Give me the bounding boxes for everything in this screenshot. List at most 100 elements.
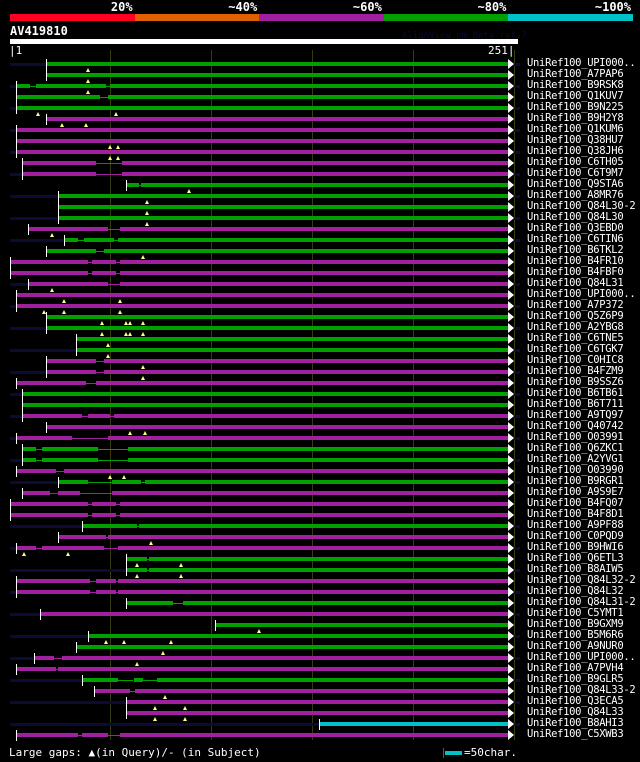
hit-label[interactable]: UniRef100_C5XWB3 [527,728,624,740]
query-gap-marker-icon [85,79,90,83]
hit-start-marker [15,125,17,136]
hit-label[interactable]: UniRef100_A9PF88 [527,519,624,531]
hit-end-arrow-icon [508,257,514,267]
subject-gap [107,229,120,230]
hit-segment [93,689,130,693]
hit-label[interactable]: UniRef100_C6TIN6 [527,233,624,245]
hit-label[interactable]: UniRef100_B9N225 [527,101,624,113]
right-overhang [512,327,520,330]
hit-label[interactable]: UniRef100_A7P372 [527,299,624,311]
hit-label[interactable]: UniRef100_Q5Z6P9 [527,310,624,322]
left-overhang [10,701,126,704]
subject-gap [115,581,118,582]
hit-label[interactable]: UniRef100_Q1KUV7 [527,90,624,102]
hit-label[interactable]: UniRef100_C0PQD9 [527,530,624,542]
hit-label[interactable]: UniRef100_Q84L30 [527,211,624,223]
hit-label[interactable]: UniRef100_B4FBF0 [527,266,624,278]
hit-label[interactable]: UniRef100_A9TQ97 [527,409,624,421]
hit-label[interactable]: UniRef100_B9H2Y8 [527,112,624,124]
hit-label[interactable]: UniRef100_C6TH05 [527,156,624,168]
hit-segment [87,634,508,638]
right-overhang [512,481,520,484]
hit-segment [15,95,100,99]
right-overhang [512,195,520,198]
hit-label[interactable]: UniRef100_C6TNE5 [527,332,624,344]
hit-label[interactable]: UniRef100_B9RSK8 [527,79,624,91]
hit-label[interactable]: UniRef100_A8MR76 [527,189,624,201]
hit-segment [61,656,508,660]
hit-label[interactable]: UniRef100_Q84L33-2 [527,684,636,696]
subject-gap [87,504,92,505]
hit-label[interactable]: UniRef100_Q84L30-2 [527,200,636,212]
hit-end-arrow-icon [508,642,514,652]
hit-start-marker [21,411,23,422]
subject-gap [55,471,64,472]
hit-start-marker [57,532,59,543]
hit-label[interactable]: UniRef100_B9RGR1 [527,475,624,487]
hit-label[interactable]: UniRef100_B4FZM9 [527,365,624,377]
hit-label[interactable]: UniRef100_Q40742 [527,420,624,432]
hit-label[interactable]: UniRef100_B8AIW5 [527,563,624,575]
hit-label[interactable]: UniRef100_Q84L33 [527,706,624,718]
hit-segment [21,447,36,451]
hit-label[interactable]: UniRef100_B4FR10 [527,255,624,267]
hit-label[interactable]: UniRef100_B9SSZ6 [527,376,624,388]
hit-label[interactable]: UniRef100_B6TKL2 [527,244,624,256]
hit-label[interactable]: UniRef100_C5YMT1 [527,607,624,619]
query-gap-marker-icon [127,431,132,435]
hit-label[interactable]: UniRef100_B6TB61 [527,387,624,399]
hit-label[interactable]: UniRef100_Q38JH6 [527,145,624,157]
hit-label[interactable]: UniRef100_Q38HU7 [527,134,624,146]
hit-label[interactable]: UniRef100_Q84L31 [527,277,624,289]
hit-label[interactable]: UniRef100_B5M6R6 [527,629,624,641]
hit-label[interactable]: UniRef100_UPI000.. [527,288,636,300]
hit-label[interactable]: UniRef100_A9NUR0 [527,640,624,652]
hit-label[interactable]: UniRef100_B9GXM9 [527,618,624,630]
hit-label[interactable]: UniRef100_Q6ETL3 [527,552,624,564]
hit-label[interactable]: UniRef100_UPI000.. [527,651,636,663]
hit-label[interactable]: UniRef100_Q3ECA5 [527,695,624,707]
hit-start-marker [21,389,23,400]
hit-label[interactable]: UniRef100_C6T9M7 [527,167,624,179]
subject-gap [117,680,134,681]
hit-label[interactable]: UniRef100_B9GLR5 [527,673,624,685]
identity-color-segment [134,14,260,21]
hit-segment [21,403,508,407]
hit-label[interactable]: UniRef100_O03990 [527,464,624,476]
hit-label[interactable]: UniRef100_C6TGK7 [527,343,624,355]
hit-start-marker [125,180,127,191]
hit-label[interactable]: UniRef100_Q1KUM6 [527,123,624,135]
hit-label[interactable]: UniRef100_B6T711 [527,398,624,410]
hit-label[interactable]: UniRef100_A2YVG1 [527,453,624,465]
hit-label[interactable]: UniRef100_C0HIC8 [527,354,624,366]
hit-label[interactable]: UniRef100_Q6ZKC1 [527,442,624,454]
hit-label[interactable]: UniRef100_Q3EBD0 [527,222,624,234]
subject-gap [141,482,146,483]
subject-gap [35,449,42,450]
hit-end-arrow-icon [508,422,514,432]
hit-label[interactable]: UniRef100_A2YBG8 [527,321,624,333]
subject-gap [95,163,122,164]
hit-label[interactable]: UniRef100_B4F8D1 [527,508,624,520]
hit-label[interactable]: UniRef100_Q9STA6 [527,178,624,190]
gap-legend: Large gaps: ▲(in Query)/- (in Subject) [9,746,261,759]
hit-label[interactable]: UniRef100_Q84L32-2 [527,574,636,586]
hit-label[interactable]: UniRef100_A7PAP6 [527,68,624,80]
hit-label[interactable]: UniRef100_B9HWI6 [527,541,624,553]
hit-label[interactable]: UniRef100_A7PVH4 [527,662,624,674]
subject-gap [29,86,36,87]
hit-start-marker [15,664,17,675]
query-gap-marker-icon [179,574,184,578]
hit-label[interactable]: UniRef100_A9S9E7 [527,486,624,498]
hit-label[interactable]: UniRef100_Q84L32 [527,585,624,597]
hit-segment [57,216,508,220]
query-gap-marker-icon [49,233,54,237]
hit-end-arrow-icon [508,686,514,696]
hit-label[interactable]: UniRef100_O03991 [527,431,624,443]
hit-label[interactable]: UniRef100_UPI000.. [527,57,636,69]
hit-label[interactable]: UniRef100_B8AHI3 [527,717,624,729]
hit-label[interactable]: UniRef100_Q84L31-2 [527,596,636,608]
hit-label[interactable]: UniRef100_B4FQ07 [527,497,624,509]
right-overhang [512,657,520,660]
hit-start-marker [75,345,77,356]
